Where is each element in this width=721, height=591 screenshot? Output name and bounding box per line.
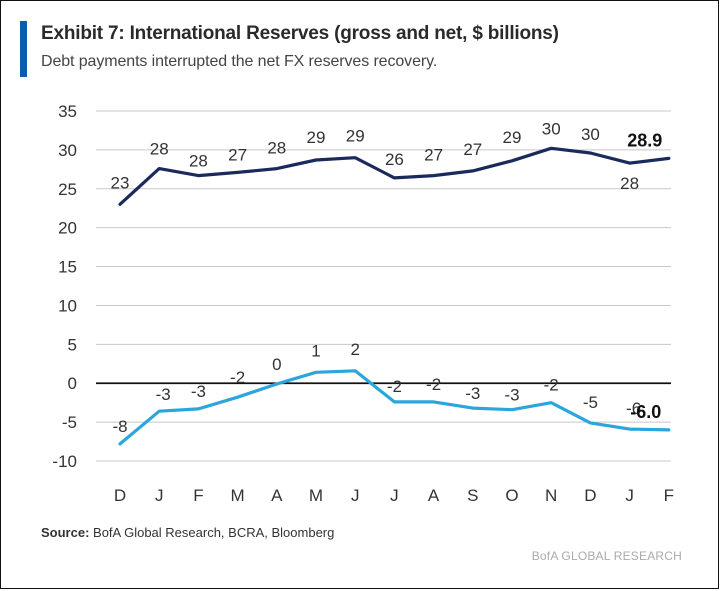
- x-tick-label: O: [505, 486, 518, 505]
- chart-title: Exhibit 7: International Reserves (gross…: [41, 23, 559, 44]
- gross-data-label: 27: [228, 145, 247, 164]
- brand-mark: BofA GLOBAL RESEARCH: [531, 549, 682, 563]
- gross-data-label: 29: [346, 127, 365, 146]
- net-data-label: -8: [112, 417, 127, 436]
- gross-data-label: 30: [542, 119, 561, 138]
- y-tick-label: 0: [68, 374, 77, 393]
- net-data-label: -6.0: [630, 402, 661, 422]
- x-tick-label: J: [155, 486, 164, 505]
- gross-data-label: 28.9: [627, 130, 662, 150]
- x-tick-label: A: [271, 486, 283, 505]
- gross-data-label: 28: [267, 139, 286, 158]
- x-tick-label: M: [309, 486, 323, 505]
- y-tick-label: 5: [68, 335, 77, 354]
- y-tick-label: 35: [58, 102, 77, 121]
- net-data-label: -3: [156, 385, 171, 404]
- x-tick-label: D: [584, 486, 596, 505]
- net-data-label: -6: [626, 399, 641, 418]
- gross-data-label: 23: [111, 173, 130, 192]
- x-tick-label: S: [467, 486, 478, 505]
- x-tick-label: J: [625, 486, 634, 505]
- net-data-label: -3: [504, 386, 519, 405]
- x-tick-label: F: [664, 486, 674, 505]
- source-text: BofA Global Research, BCRA, Bloomberg: [89, 525, 335, 540]
- x-tick-label: J: [390, 486, 399, 505]
- x-tick-label: J: [351, 486, 360, 505]
- y-tick-label: -5: [62, 413, 77, 432]
- x-tick-label: D: [114, 486, 126, 505]
- accent-bar: [20, 21, 27, 77]
- net-data-label: -2: [426, 375, 441, 394]
- y-tick-label: 20: [58, 219, 77, 238]
- x-tick-label: M: [231, 486, 245, 505]
- net-data-label: -3: [191, 382, 206, 401]
- net-data-label: 0: [272, 355, 281, 374]
- gross-data-label: 28: [620, 174, 639, 193]
- gross-data-label: 28: [189, 152, 208, 171]
- gross-reserves-line: [118, 146, 671, 206]
- net-data-label: -2: [387, 377, 402, 396]
- chart-subtitle: Debt payments interrupted the net FX res…: [41, 53, 438, 70]
- net-data-label: -2: [230, 368, 245, 387]
- net-data-label: 2: [350, 340, 359, 359]
- gross-data-label: 28: [150, 140, 169, 159]
- net-data-label: 1: [311, 341, 320, 360]
- x-tick-label: A: [428, 486, 440, 505]
- source-label: Source:: [41, 525, 90, 540]
- y-tick-label: 25: [58, 180, 77, 199]
- gross-data-label: 26: [385, 150, 404, 169]
- gross-data-label: 27: [424, 146, 443, 165]
- x-tick-label: F: [193, 486, 203, 505]
- source-note: Source: BofA Global Research, BCRA, Bloo…: [41, 525, 334, 540]
- net-data-label: -3: [465, 384, 480, 403]
- gross-data-label: 27: [463, 140, 482, 159]
- y-tick-label: 30: [58, 141, 77, 160]
- gross-data-label: 29: [307, 128, 326, 147]
- x-tick-label: N: [545, 486, 557, 505]
- y-tick-label: 15: [58, 258, 77, 277]
- y-tick-label: -10: [52, 452, 77, 471]
- gross-data-label: 29: [503, 128, 522, 147]
- y-tick-label: 10: [58, 296, 77, 315]
- net-reserves-line: [118, 369, 671, 446]
- net-data-label: -5: [583, 393, 598, 412]
- gross-data-label: 30: [581, 125, 600, 144]
- net-data-label: -2: [544, 376, 559, 395]
